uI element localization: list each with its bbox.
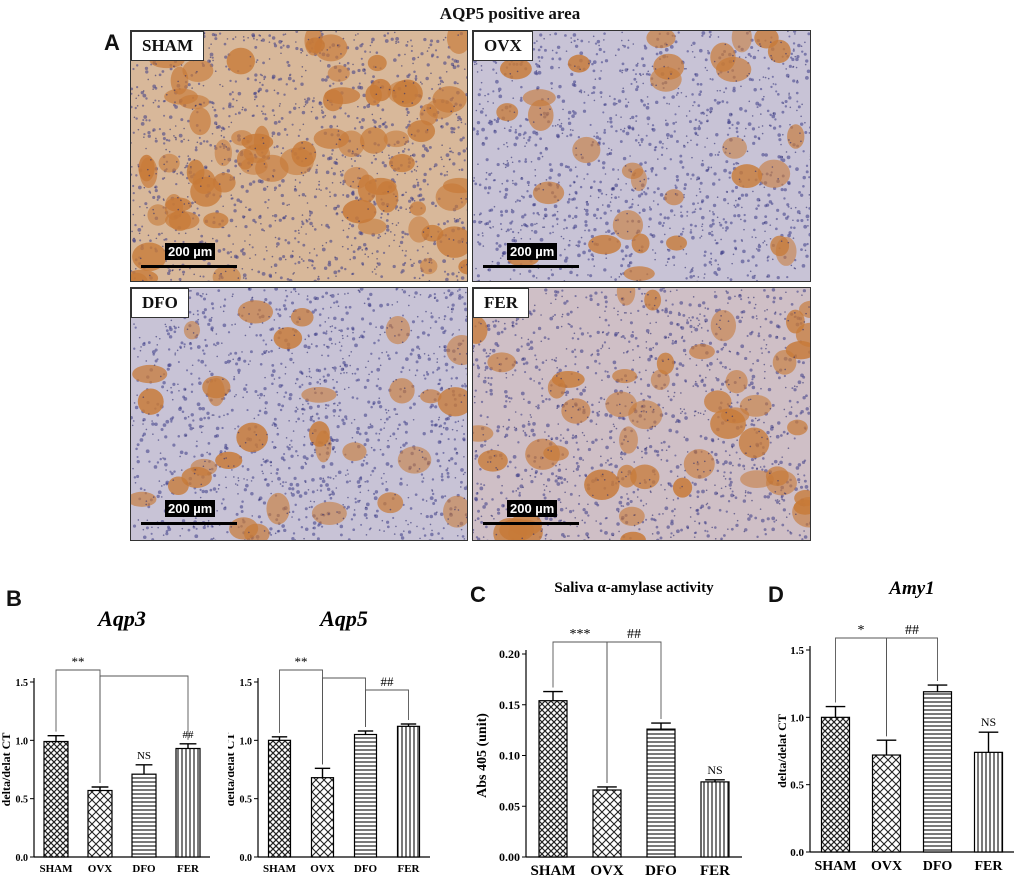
y-tick-label: 0.15 (499, 698, 520, 712)
y-tick-label: 0.05 (499, 799, 520, 813)
scale-bar: 200 µm (141, 243, 241, 273)
x-tick-label: FER (975, 859, 1004, 874)
bar-sham (269, 740, 291, 857)
x-tick-label: DFO (132, 863, 156, 875)
chart-title: Amy1 (888, 578, 934, 599)
significance-label: NS (981, 715, 996, 729)
scale-label: 200 µm (165, 500, 215, 517)
chart-title: Aqp5 (318, 606, 368, 631)
bar-fer (975, 752, 1003, 852)
x-tick-label: DFO (645, 863, 677, 879)
scale-line (141, 265, 237, 268)
micrograph-fer: FER 200 µm (472, 287, 811, 541)
significance-bracket: ## (366, 674, 409, 727)
x-tick-label: FER (398, 863, 421, 875)
bar-fer (398, 726, 420, 857)
scale-line (483, 265, 579, 268)
chart-amy1: Amy1 delta/delat CT 0.0 0.5 1.0 1.5 SHAM OVX DFO… (768, 572, 1020, 882)
x-tick-label: OVX (310, 863, 335, 875)
chart-aqp5: Aqp5 delta/delat CT 0.0 0.5 1.0 1.5 SHAM OVX DFO… (228, 600, 438, 882)
bar-sham (822, 717, 850, 852)
x-tick-label: OVX (88, 863, 113, 875)
micrograph-label: SHAM (131, 31, 204, 61)
y-axis-label: Abs 405 (unit) (475, 713, 490, 798)
y-axis-label: delta/delat CT (775, 714, 789, 788)
x-tick-label: FER (177, 863, 200, 875)
chart-svg: Aqp3 delta/delat CT 0.0 0.5 1.0 1.5 SHAM OVX DFO… (0, 600, 220, 882)
scale-line (483, 522, 579, 525)
y-tick-label: 0.5 (16, 795, 29, 806)
x-tick-label: SHAM (40, 863, 74, 875)
bar-ovx (593, 790, 621, 857)
x-tick-label: DFO (354, 863, 378, 875)
scale-label: 200 µm (507, 500, 557, 517)
bar-ovx (88, 791, 112, 858)
micrograph-sham: SHAM 200 µm (130, 30, 468, 282)
scale-line (141, 522, 237, 525)
chart-svg: Aqp5 delta/delat CT 0.0 0.5 1.0 1.5 SHAM OVX DFO… (228, 600, 438, 882)
bar-fer (701, 782, 729, 857)
bracket-label: ## (627, 627, 641, 642)
x-tick-label: FER (700, 863, 730, 879)
y-tick-label: 1.0 (16, 736, 29, 747)
bar-fer (176, 749, 200, 858)
chart-amylase: Saliva α-amylase activity Abs 405 (unit) 0… (470, 572, 748, 882)
bar-dfo (355, 735, 377, 858)
significance-label: NS (137, 750, 151, 762)
x-tick-label: DFO (923, 859, 953, 874)
significance-label: NS (707, 763, 722, 777)
bracket-label: ** (72, 654, 85, 669)
bracket-label: ** (295, 654, 308, 669)
micrograph-label: FER (473, 288, 529, 318)
y-tick-label: 0.20 (499, 647, 520, 661)
chart-title: Saliva α-amylase activity (554, 580, 714, 596)
scale-bar: 200 µm (483, 500, 583, 530)
y-tick-label: 0.5 (240, 795, 253, 806)
x-tick-label: OVX (590, 863, 624, 879)
bracket-label: *** (570, 627, 591, 642)
y-tick-label: 1.5 (790, 645, 804, 657)
chart-aqp3: Aqp3 delta/delat CT 0.0 0.5 1.0 1.5 SHAM OVX DFO… (0, 600, 220, 882)
x-tick-label: SHAM (531, 863, 576, 879)
figure-title: AQP5 positive area (0, 4, 1020, 24)
bracket-label: ## (905, 623, 919, 638)
y-tick-label: 1.5 (240, 678, 253, 689)
scale-label: 200 µm (165, 243, 215, 260)
bar-dfo (132, 774, 156, 857)
bar-dfo (924, 692, 952, 852)
micrograph-dfo: DFO 200 µm (130, 287, 468, 541)
x-tick-label: OVX (871, 859, 902, 874)
bracket-label: * (858, 623, 865, 638)
y-tick-label: 0.0 (16, 853, 29, 864)
micrograph-label: OVX (473, 31, 533, 61)
scale-bar: 200 µm (141, 500, 241, 530)
bar-ovx (312, 778, 334, 857)
y-tick-label: 1.0 (790, 712, 804, 724)
chart-svg: Saliva α-amylase activity Abs 405 (unit) 0… (470, 572, 748, 882)
y-tick-label: 1.0 (240, 736, 253, 747)
bracket-label: ## (381, 674, 395, 689)
y-tick-label: 0.00 (499, 850, 520, 864)
x-tick-label: SHAM (815, 859, 857, 874)
bar-dfo (647, 729, 675, 857)
micrograph-ovx: OVX 200 µm (472, 30, 811, 282)
y-tick-label: 0.10 (499, 749, 520, 763)
y-tick-label: 0.0 (240, 853, 253, 864)
scale-bar: 200 µm (483, 243, 583, 273)
panel-letter-a: A (104, 30, 120, 56)
bar-ovx (873, 755, 901, 852)
y-tick-label: 0.0 (790, 847, 804, 859)
y-axis-label: delta/delat CT (0, 733, 13, 807)
chart-svg: Amy1 delta/delat CT 0.0 0.5 1.0 1.5 SHAM OVX DFO… (768, 572, 1020, 882)
bar-sham (539, 701, 567, 857)
y-tick-label: 0.5 (790, 780, 804, 792)
bar-sham (44, 742, 68, 858)
chart-title: Aqp3 (96, 606, 146, 631)
x-tick-label: SHAM (263, 863, 297, 875)
y-axis-label: delta/delat CT (228, 733, 237, 807)
scale-label: 200 µm (507, 243, 557, 260)
micrograph-label: DFO (131, 288, 189, 318)
y-tick-label: 1.5 (16, 678, 29, 689)
